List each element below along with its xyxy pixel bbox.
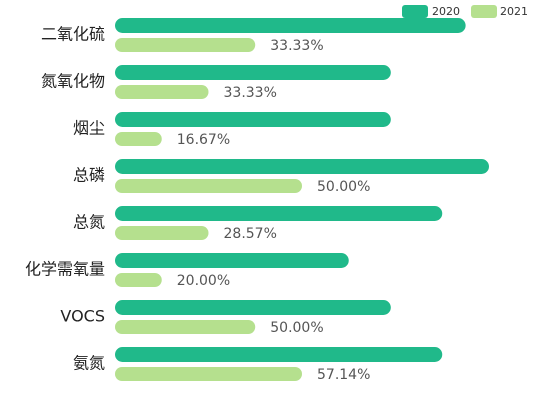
- bar-2020: [115, 112, 391, 127]
- value-label: 20.00%: [177, 273, 230, 289]
- chart-legend: 2020 2021: [402, 5, 528, 18]
- value-label: 28.57%: [224, 226, 277, 242]
- category-label: 烟尘: [73, 119, 105, 138]
- bar-2020: [115, 159, 489, 174]
- value-label: 33.33%: [224, 85, 277, 101]
- bar-2021: [115, 132, 162, 146]
- category-label: VOCS: [60, 307, 105, 326]
- category-label: 化学需氧量: [25, 260, 105, 279]
- bar-2021: [115, 38, 256, 52]
- bar-2021: [115, 179, 302, 193]
- bar-2020: [115, 347, 443, 362]
- value-label: 50.00%: [270, 320, 323, 336]
- category-label: 总磷: [73, 166, 105, 185]
- bar-2020: [115, 300, 391, 315]
- bar-2021: [115, 226, 209, 240]
- bar-2021: [115, 273, 162, 287]
- bar-2021: [115, 85, 209, 99]
- category-label: 总氮: [73, 213, 105, 232]
- bar-2020: [115, 65, 391, 80]
- legend-label-2020: 2020: [432, 5, 460, 18]
- legend-swatch-2020: [402, 5, 428, 18]
- value-label: 57.14%: [317, 367, 370, 383]
- bar-2020: [115, 18, 466, 33]
- category-label: 氨氮: [73, 354, 105, 373]
- bar-2020: [115, 206, 443, 221]
- legend-swatch-2021: [471, 5, 497, 18]
- value-label: 33.33%: [270, 38, 323, 54]
- category-label: 氮氧化物: [41, 72, 105, 91]
- bar-2021: [115, 320, 256, 334]
- bar-2021: [115, 367, 302, 381]
- legend-label-2021: 2021: [500, 5, 528, 18]
- value-label: 50.00%: [317, 179, 370, 195]
- bar-2020: [115, 253, 349, 268]
- value-label: 16.67%: [177, 132, 230, 148]
- category-label: 二氧化硫: [41, 25, 105, 44]
